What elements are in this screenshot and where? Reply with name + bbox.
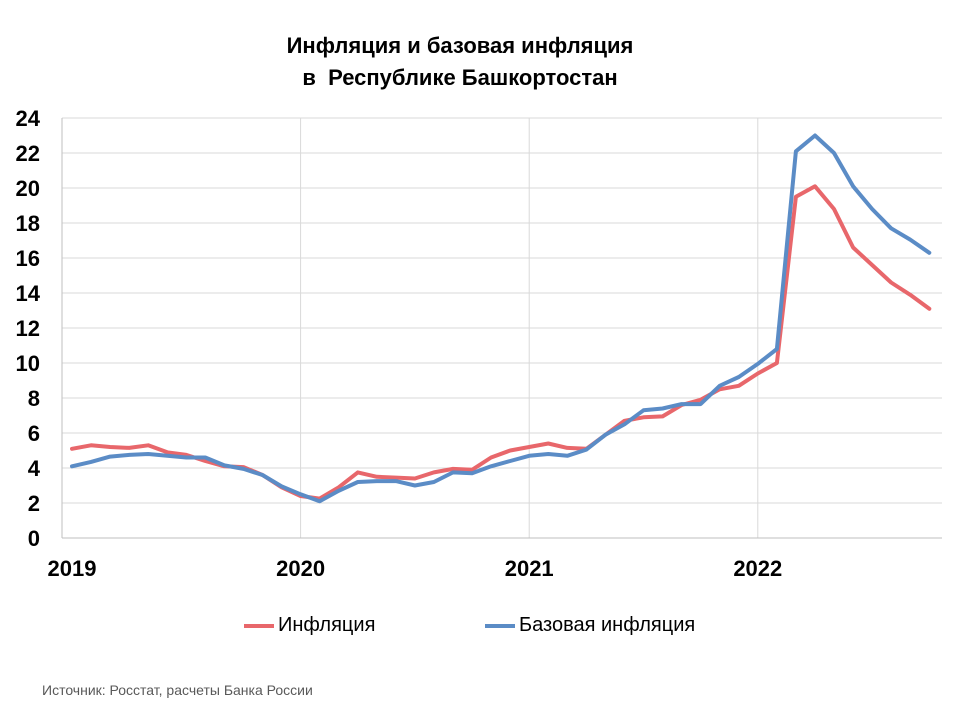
chart-title: Инфляция и базовая инфляция в Республике… — [0, 30, 920, 94]
legend-item-core-inflation: Базовая инфляция — [485, 614, 695, 637]
y-tick-label: 4 — [28, 456, 41, 481]
y-tick-label: 14 — [16, 281, 41, 306]
series-line-inflation — [70, 184, 932, 501]
chart-title-line-2: в Республике Башкортостан — [302, 65, 618, 90]
x-tick-label: 2021 — [505, 556, 554, 581]
legend-item-inflation: Инфляция — [244, 614, 375, 637]
chart-title-line-1: Инфляция и базовая инфляция — [286, 33, 634, 58]
legend-swatch-core-inflation — [485, 623, 515, 628]
y-tick-label: 2 — [28, 491, 40, 516]
y-tick-label: 8 — [28, 386, 40, 411]
legend-label-core-inflation: Базовая инфляция — [519, 614, 696, 636]
y-tick-label: 16 — [16, 246, 40, 271]
x-tick-label: 2022 — [733, 556, 782, 581]
series-line-core-inflation — [70, 133, 932, 504]
y-tick-label: 12 — [16, 316, 40, 341]
x-tick-label: 2019 — [48, 556, 97, 581]
y-tick-label: 24 — [16, 106, 41, 131]
x-tick-label: 2020 — [276, 556, 325, 581]
y-tick-label: 20 — [16, 176, 40, 201]
legend: Инфляция Базовая инфляция — [0, 614, 960, 644]
y-tick-label: 6 — [28, 421, 40, 446]
legend-swatch-inflation — [244, 623, 274, 628]
source-note: Источник: Росстат, расчеты Банка России — [42, 682, 313, 698]
y-tick-label: 0 — [28, 526, 40, 551]
y-tick-label: 22 — [16, 141, 40, 166]
y-tick-label: 18 — [16, 211, 40, 236]
legend-label-inflation: Инфляция — [278, 614, 376, 636]
y-tick-label: 10 — [16, 351, 40, 376]
